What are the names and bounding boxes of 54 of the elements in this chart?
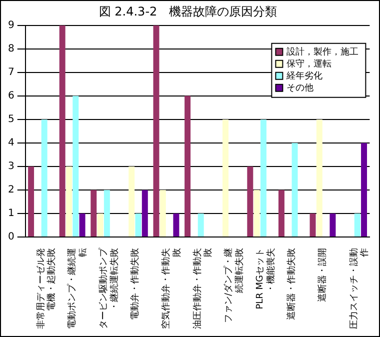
y-tick-label: 0 [8,232,14,243]
bar [247,166,254,236]
bar [135,213,142,236]
legend-label: 設計，製作，施工 [286,46,359,58]
x-tick-label: 電動弁・作動失敗 [129,248,140,320]
bar [66,166,72,236]
x-tick-label: 空気作動弁・作動失敗 [160,248,182,329]
bar [41,119,48,236]
bar [97,213,104,236]
bar [153,25,160,236]
bar [173,213,180,236]
bar [160,190,166,236]
bar [292,142,298,236]
legend-label: その他 [286,82,314,94]
y-tick-label: 7 [8,67,14,78]
bar [316,119,322,236]
bar [104,190,110,236]
bar [260,119,266,236]
x-tick-label: 非常用ディーゼル発電機・起動失敗 [35,248,58,329]
y-tick-label: 2 [8,184,14,196]
x-tick-label: PLR MGセット・機能喪失 [255,248,276,310]
y-tick-label: 5 [8,114,14,126]
bar [198,213,204,236]
x-tick-label: 遮断器・誤開 [317,248,328,302]
bar [361,142,368,236]
bar [184,96,191,236]
bar [330,213,336,236]
bar [278,190,284,236]
y-tick-label: 4 [8,138,14,149]
bar [254,190,260,236]
x-tick-label: 油圧作動弁・作動失敗 [192,248,214,329]
x-tick-label: ファン/ダンプ・継続運転失敗 [223,248,245,324]
bar [72,96,79,236]
y-tick-label: 3 [8,161,14,172]
y-tick-label: 1 [8,208,14,220]
y-tick-label: 9 [8,20,14,31]
x-tick-label: 圧力スイッチ・誤動作 [348,248,370,329]
legend-label: 保守，運転 [286,58,332,70]
bar [128,166,135,236]
bar [90,190,97,236]
bar [354,213,360,236]
bar [28,166,34,236]
bar [79,213,86,236]
x-tick-label: 遮断器・作動失敗 [286,248,297,320]
y-tick-label: 8 [8,44,14,55]
bar [310,213,316,236]
legend-label: 経年劣化 [286,70,323,82]
x-tick-label: タービン駆動ポンプ・継続運転失敗 [98,247,120,329]
bar [222,119,228,236]
x-tick-label: 電動ポンプ・継続運転 [66,248,88,329]
bar [59,25,66,236]
y-tick-label: 6 [8,90,14,102]
chart-title: 図 2.4.3-2 機器故障の原因分類 [98,4,278,18]
bar [142,190,148,236]
